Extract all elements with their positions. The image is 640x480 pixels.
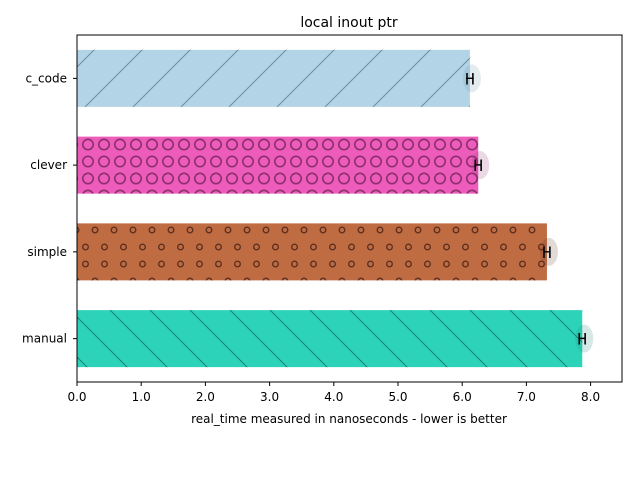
plot-frame bbox=[76, 34, 623, 383]
error-marker-clever: H bbox=[473, 156, 483, 175]
bar-group-c-code: H bbox=[77, 49, 481, 107]
bar-hatch-c-code bbox=[77, 49, 470, 107]
x-tick-label-0: 0.0 bbox=[67, 390, 86, 404]
y-tick-label-clever: clever bbox=[30, 158, 67, 172]
bar-group-manual: H bbox=[77, 310, 594, 368]
x-tick-label-5: 5.0 bbox=[388, 390, 407, 404]
chart-title: local inout ptr bbox=[300, 15, 398, 31]
x-axis-label: real_time measured in nanoseconds - lowe… bbox=[191, 412, 507, 426]
y-tick-label-c-code: c_code bbox=[25, 71, 67, 85]
bar-group-clever: H bbox=[77, 136, 490, 194]
y-tick-label-simple: simple bbox=[27, 245, 67, 259]
error-marker-simple: H bbox=[542, 243, 552, 262]
bar-group-simple: H bbox=[77, 223, 558, 281]
x-tick-label-6: 6.0 bbox=[453, 390, 472, 404]
error-marker-c-code: H bbox=[465, 69, 475, 88]
x-tick-label-1: 1.0 bbox=[132, 390, 151, 404]
x-tick-label-3: 3.0 bbox=[260, 390, 279, 404]
x-tick-label-2: 2.0 bbox=[196, 390, 215, 404]
y-tick-label-manual: manual bbox=[22, 332, 67, 346]
x-tick-label-8: 8.0 bbox=[581, 390, 600, 404]
bar-hatch-clever bbox=[77, 136, 479, 194]
bars-group: H H H H bbox=[77, 49, 594, 368]
bar-hatch-manual bbox=[77, 310, 583, 368]
x-tick-label-7: 7.0 bbox=[517, 390, 536, 404]
bar-hatch-simple bbox=[77, 223, 547, 281]
x-tick-label-4: 4.0 bbox=[324, 390, 343, 404]
error-marker-manual: H bbox=[577, 330, 587, 349]
